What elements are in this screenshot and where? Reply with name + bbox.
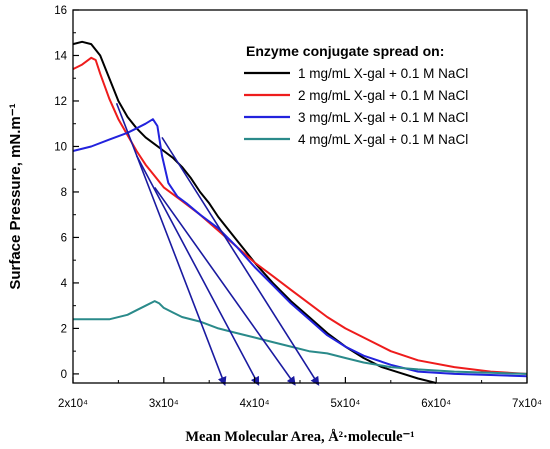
y-tick-label: 0 (61, 369, 67, 381)
legend-label-2: 2 mg/mL X-gal + 0.1 M NaCl (298, 88, 468, 103)
y-tick-label: 12 (54, 96, 67, 108)
x-tick-label: 2x10⁴ (58, 398, 88, 410)
y-tick-label: 14 (54, 50, 67, 62)
annotation-arrow-4 (161, 136, 320, 386)
legend-title: Enzyme conjugate spread on: (246, 43, 444, 59)
legend-label-4: 4 mg/mL X-gal + 0.1 M NaCl (298, 132, 468, 147)
annotation-arrow-1 (115, 102, 227, 387)
tick-layer: 2x10⁴ 3x10⁴ 4x10⁴ 5x10⁴ 6x10⁴ 7x10⁴ 0 2 4 6 8 10 12 1… (54, 5, 542, 410)
x-tick-label: 3x10⁴ (149, 398, 179, 410)
y-tick-label: 10 (54, 141, 67, 153)
annotation-arrow-2 (135, 155, 260, 386)
series-line-4 (73, 300, 528, 375)
x-axis-title: Mean Molecular Area, Å²·molecule⁻¹ (185, 429, 414, 445)
series-layer (72, 40, 528, 384)
legend-label-1: 1 mg/mL X-gal + 0.1 M NaCl (298, 66, 468, 81)
y-axis-title: Surface Pressure, mN.m⁻¹ (7, 103, 24, 289)
x-tick-label: 5x10⁴ (330, 398, 360, 410)
annotation-arrow-3 (154, 186, 296, 386)
y-tick-label: 8 (61, 187, 67, 199)
series-line-3 (72, 118, 528, 378)
y-tick-label: 4 (61, 278, 68, 290)
y-tick-label: 16 (54, 5, 67, 17)
x-tick-label: 4x10⁴ (240, 398, 270, 410)
legend-label-3: 3 mg/mL X-gal + 0.1 M NaCl (298, 110, 468, 125)
arrow-layer (115, 102, 320, 387)
series-line-2 (72, 56, 528, 375)
y-tick-label: 6 (61, 232, 67, 244)
x-tick-label: 6x10⁴ (421, 398, 451, 410)
legend: Enzyme conjugate spread on: 1 mg/mL X-ga… (244, 43, 468, 147)
y-tick-label: 2 (61, 323, 67, 335)
x-tick-label: 7x10⁴ (512, 398, 542, 410)
